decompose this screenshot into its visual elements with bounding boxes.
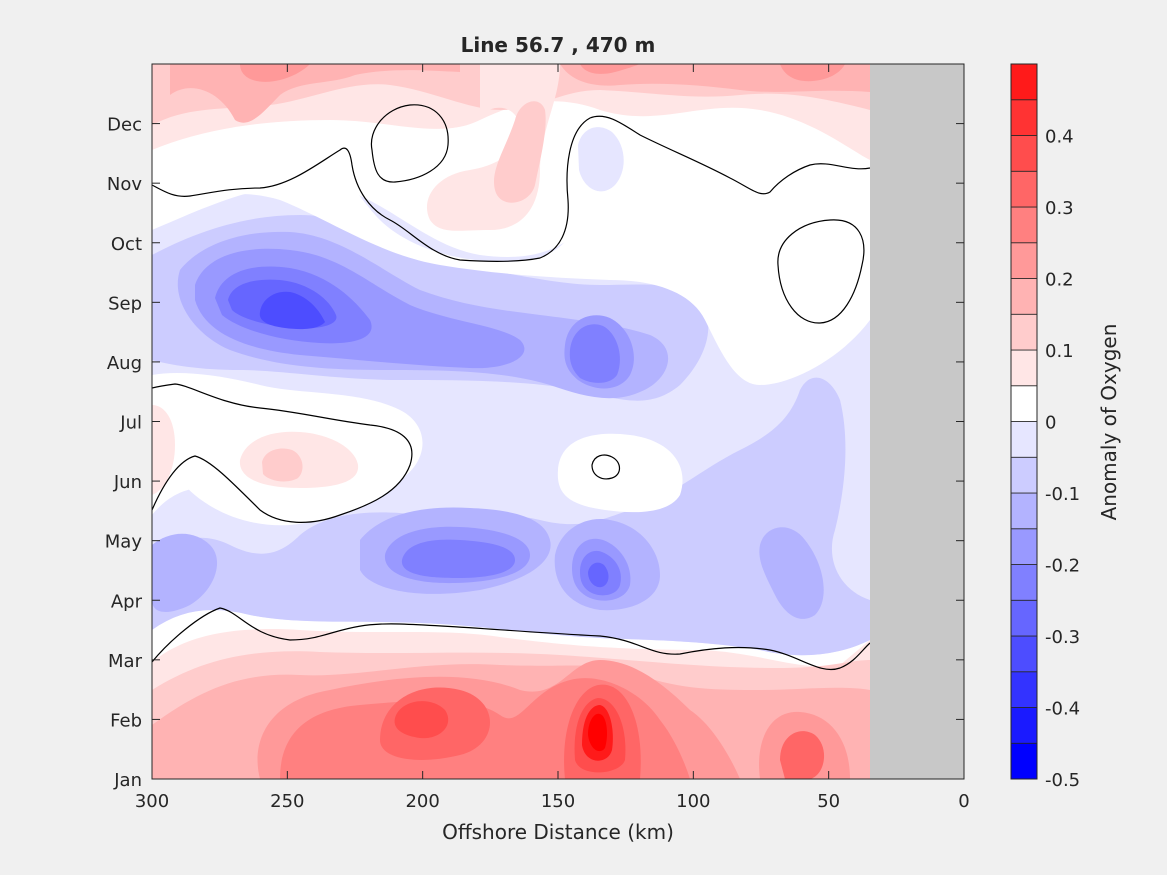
contour-band-top-nov-pink2 [494, 101, 546, 203]
y-axis: Jan Feb Mar Apr May Jun Jul Aug Sep Oct Nov Dec [105, 115, 964, 791]
chart-title: Line 56.7 , 470 m [461, 33, 656, 57]
contour-band-neg-0.25-b [569, 324, 620, 383]
colorbar-label: Anomaly of Oxygen [1097, 324, 1121, 521]
contour-fill [152, 64, 870, 779]
colorbar-swatch [1010, 63, 1038, 101]
colorbar-swatch [1010, 385, 1038, 422]
contour-band-zero-nov [152, 120, 870, 385]
colorbar-swatch [1010, 313, 1038, 351]
contour-band-neg-0.15-lower-d [759, 527, 824, 619]
contour-band-neg-0.15-lower [152, 533, 218, 612]
y-tick-label: Jan [113, 770, 142, 791]
colorbar-swatch [1010, 242, 1038, 279]
colorbar-swatch [1010, 456, 1038, 494]
zero-contour-june-small [591, 454, 621, 480]
colorbar-swatch [1010, 635, 1038, 673]
x-tick-label: 150 [541, 791, 575, 812]
colorbar-swatch [1010, 671, 1038, 708]
contour-band-neg-nov-b [578, 127, 624, 192]
y-tick-label: Oct [111, 234, 142, 255]
contour-band-neg-0.3-d [588, 562, 609, 588]
colorbar-swatch [1010, 564, 1038, 601]
contour-band-top-0.2-b [580, 64, 640, 74]
x-tick-label: 300 [135, 791, 169, 812]
zero-contour-dec-loop [370, 104, 449, 183]
contour-band-neg-0.25-c [401, 539, 515, 578]
colorbar-swatch [1010, 349, 1038, 387]
colorbar-swatch [1010, 492, 1038, 530]
colorbar-swatch [1010, 99, 1038, 136]
colorbar-swatch [1010, 742, 1038, 780]
y-tick-label: Jun [113, 472, 142, 493]
x-tick-label: 50 [817, 791, 840, 812]
contour-band-neg-0.35 [259, 291, 325, 330]
y-tick-label: Jul [119, 413, 142, 434]
y-tick-label: Sep [108, 293, 142, 314]
colorbar-swatch [1010, 528, 1038, 565]
y-tick-label: Aug [107, 353, 142, 374]
x-tick-label: 200 [405, 791, 439, 812]
colorbar-tick-label: 0.2 [1045, 270, 1074, 291]
contour-band-pos-0.5 [588, 713, 608, 752]
colorbar-tick-label: -0.1 [1045, 484, 1080, 505]
colorbar-swatch [1010, 707, 1038, 744]
colorbar-tick-label: 0.3 [1045, 198, 1074, 219]
colorbar-tick-label: -0.3 [1045, 627, 1080, 648]
contour-band-pos-jul-edge [152, 405, 175, 495]
colorbar-tick-label: 0 [1045, 413, 1056, 434]
colorbar-swatch [1010, 421, 1038, 458]
x-axis: 300 250 200 150 100 50 0 [135, 64, 970, 812]
y-tick-label: Mar [108, 651, 143, 672]
x-tick-label: 250 [270, 791, 304, 812]
colorbar-swatch [1010, 170, 1038, 208]
colorbar: -0.5 -0.4 -0.3 -0.2 -0.1 0 0.1 0.2 0.3 0.4 [1010, 63, 1080, 791]
contour-band-pos-0.35-c [780, 731, 825, 779]
contour-band-zero-jun-center [557, 433, 683, 513]
contour-band-top-0.15 [170, 64, 460, 123]
colorbar-tick-label: -0.2 [1045, 556, 1080, 577]
contour-band-top-0.2 [240, 64, 310, 82]
zero-contour-oct-loop [777, 219, 865, 324]
y-tick-label: Dec [107, 115, 142, 136]
y-tick-label: May [105, 532, 143, 553]
y-tick-label: Nov [107, 174, 142, 195]
y-tick-label: Apr [111, 591, 143, 612]
contour-band-pos-jun-b [262, 448, 303, 482]
x-axis-label: Offshore Distance (km) [442, 820, 674, 844]
colorbar-swatch [1010, 599, 1038, 637]
colorbar-tick-label: 0.1 [1045, 341, 1074, 362]
colorbar-swatch [1010, 135, 1038, 172]
zero-contour-november [152, 115, 871, 262]
colorbar-frame [1010, 63, 1038, 780]
colorbar-tick-label: -0.5 [1045, 770, 1080, 791]
x-tick-label: 0 [958, 791, 969, 812]
no-data-region [870, 64, 964, 779]
contour-band-pos-0.4 [394, 701, 449, 739]
colorbar-tick-label: 0.4 [1045, 127, 1074, 148]
zero-contour-june [152, 383, 413, 523]
colorbar-tick-label: -0.4 [1045, 699, 1080, 720]
zero-contour-lines [152, 104, 871, 671]
colorbar-swatch [1010, 278, 1038, 315]
y-tick-label: Feb [110, 710, 142, 731]
zero-contour-march [152, 607, 871, 671]
x-tick-label: 100 [676, 791, 710, 812]
colorbar-swatch [1010, 206, 1038, 244]
